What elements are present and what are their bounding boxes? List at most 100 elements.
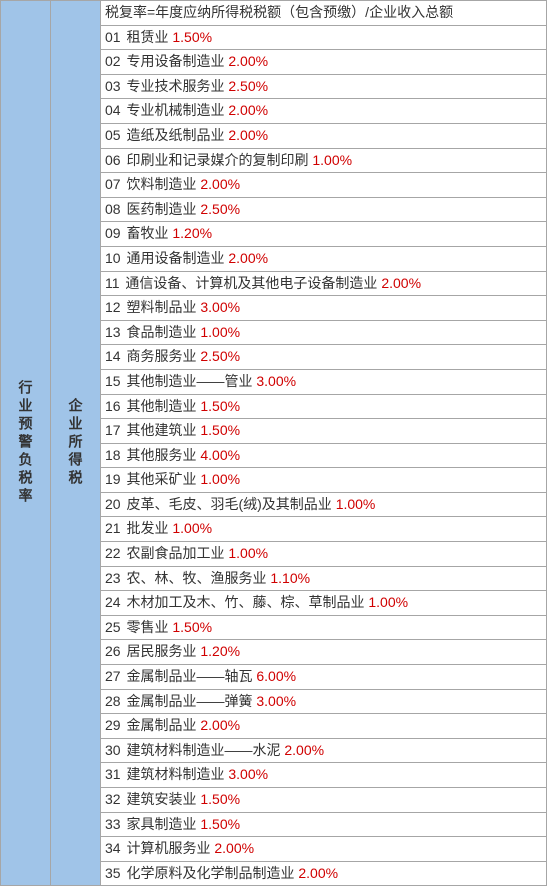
row-num: 10 <box>105 250 121 266</box>
table-row: 22 农副食品加工业 1.00% <box>101 542 547 567</box>
row-label: 商务服务业 <box>123 348 201 364</box>
row-num: 21 <box>105 520 121 536</box>
row-label: 计算机服务业 <box>123 840 215 856</box>
table-row: 05 造纸及纸制品业 2.00% <box>101 124 547 149</box>
row-rate: 3.00% <box>200 299 240 315</box>
row-label: 家具制造业 <box>123 816 201 832</box>
table-row: 02 专用设备制造业 2.00% <box>101 50 547 75</box>
table-row: 20 皮革、毛皮、羽毛(绒)及其制品业 1.00% <box>101 493 547 518</box>
row-label: 专用设备制造业 <box>123 53 229 69</box>
table-row: 08 医药制造业 2.50% <box>101 198 547 223</box>
table-row: 25 零售业 1.50% <box>101 616 547 641</box>
table-row: 35 化学原料及化学制品制造业 2.00% <box>101 862 547 886</box>
row-rate: 3.00% <box>256 693 296 709</box>
row-label: 造纸及纸制品业 <box>123 127 229 143</box>
row-label: 租赁业 <box>123 29 173 45</box>
row-num: 17 <box>105 422 121 438</box>
table-row: 16 其他制造业 1.50% <box>101 395 547 420</box>
row-rate: 1.00% <box>200 471 240 487</box>
table-row: 11 通信设备、计算机及其他电子设备制造业 2.00% <box>101 272 547 297</box>
row-num: 27 <box>105 668 121 684</box>
row-rate: 3.00% <box>256 373 296 389</box>
row-num: 18 <box>105 447 121 463</box>
row-num: 02 <box>105 53 121 69</box>
row-rate: 2.50% <box>200 201 240 217</box>
row-num: 16 <box>105 398 121 414</box>
table-row: 29 金属制品业 2.00% <box>101 714 547 739</box>
table-row: 12 塑料制品业 3.00% <box>101 296 547 321</box>
table-row: 10 通用设备制造业 2.00% <box>101 247 547 272</box>
row-label: 其他制造业——管业 <box>123 373 257 389</box>
table-row: 23 农、林、牧、渔服务业 1.10% <box>101 567 547 592</box>
row-num: 08 <box>105 201 121 217</box>
row-num: 28 <box>105 693 121 709</box>
row-label: 饮料制造业 <box>123 176 201 192</box>
row-num: 05 <box>105 127 121 143</box>
row-label: 建筑材料制造业 <box>123 766 229 782</box>
row-num: 29 <box>105 717 121 733</box>
row-rate: 1.00% <box>336 496 376 512</box>
table-row: 13 食品制造业 1.00% <box>101 321 547 346</box>
category-header-left: 行业预警负税率 <box>1 1 51 886</box>
row-label: 畜牧业 <box>123 225 173 241</box>
row-num: 33 <box>105 816 121 832</box>
table-row: 15 其他制造业——管业 3.00% <box>101 370 547 395</box>
row-rate: 1.50% <box>200 791 240 807</box>
row-rate: 1.00% <box>312 152 352 168</box>
row-rate: 2.00% <box>228 127 268 143</box>
row-label: 建筑材料制造业——水泥 <box>123 742 285 758</box>
row-rate: 2.00% <box>284 742 324 758</box>
row-rate: 2.00% <box>228 102 268 118</box>
row-rate: 1.50% <box>172 619 212 635</box>
row-label: 通信设备、计算机及其他电子设备制造业 <box>122 275 382 291</box>
row-rate: 1.00% <box>368 594 408 610</box>
row-rate: 2.00% <box>228 53 268 69</box>
row-label: 批发业 <box>123 520 173 536</box>
row-label: 木材加工及木、竹、藤、棕、草制品业 <box>123 594 369 610</box>
formula-row: 税复率=年度应纳所得税税额（包含预缴）/企业收入总额 <box>101 1 547 26</box>
row-rate: 2.00% <box>298 865 338 881</box>
row-num: 07 <box>105 176 121 192</box>
row-num: 06 <box>105 152 121 168</box>
row-rate: 2.00% <box>200 176 240 192</box>
row-rate: 2.00% <box>381 275 421 291</box>
row-label: 塑料制品业 <box>123 299 201 315</box>
row-num: 19 <box>105 471 121 487</box>
table-row: 24 木材加工及木、竹、藤、棕、草制品业 1.00% <box>101 591 547 616</box>
table-row: 01 租赁业 1.50% <box>101 26 547 51</box>
row-num: 14 <box>105 348 121 364</box>
table-row: 17 其他建筑业 1.50% <box>101 419 547 444</box>
row-label: 通用设备制造业 <box>123 250 229 266</box>
table-row: 26 居民服务业 1.20% <box>101 640 547 665</box>
row-num: 24 <box>105 594 121 610</box>
table-row: 07 饮料制造业 2.00% <box>101 173 547 198</box>
row-rate: 1.00% <box>228 545 268 561</box>
row-rate: 2.50% <box>228 78 268 94</box>
row-label: 医药制造业 <box>123 201 201 217</box>
row-num: 20 <box>105 496 121 512</box>
table-row: 30 建筑材料制造业——水泥 2.00% <box>101 739 547 764</box>
row-rate: 1.50% <box>200 816 240 832</box>
row-rate: 2.00% <box>214 840 254 856</box>
table-row: 31 建筑材料制造业 3.00% <box>101 763 547 788</box>
row-label: 其他采矿业 <box>123 471 201 487</box>
row-rate: 1.10% <box>270 570 310 586</box>
row-label: 皮革、毛皮、羽毛(绒)及其制品业 <box>123 496 336 512</box>
row-label: 农、林、牧、渔服务业 <box>123 570 271 586</box>
row-rate: 1.50% <box>200 422 240 438</box>
row-label: 金属制品业——轴瓦 <box>123 668 257 684</box>
row-rate: 2.00% <box>228 250 268 266</box>
table-row: 06 印刷业和记录媒介的复制印刷 1.00% <box>101 149 547 174</box>
row-num: 34 <box>105 840 121 856</box>
row-num: 04 <box>105 102 121 118</box>
table-row: 33 家具制造业 1.50% <box>101 813 547 838</box>
row-label: 建筑安装业 <box>123 791 201 807</box>
row-rate: 1.20% <box>200 643 240 659</box>
row-label: 金属制品业 <box>123 717 201 733</box>
row-rate: 1.00% <box>200 324 240 340</box>
table-row: 34 计算机服务业 2.00% <box>101 837 547 862</box>
category-header-mid: 企业所得税 <box>51 1 101 886</box>
table-row: 09 畜牧业 1.20% <box>101 222 547 247</box>
row-rate: 1.20% <box>172 225 212 241</box>
table-row: 28 金属制品业——弹簧 3.00% <box>101 690 547 715</box>
